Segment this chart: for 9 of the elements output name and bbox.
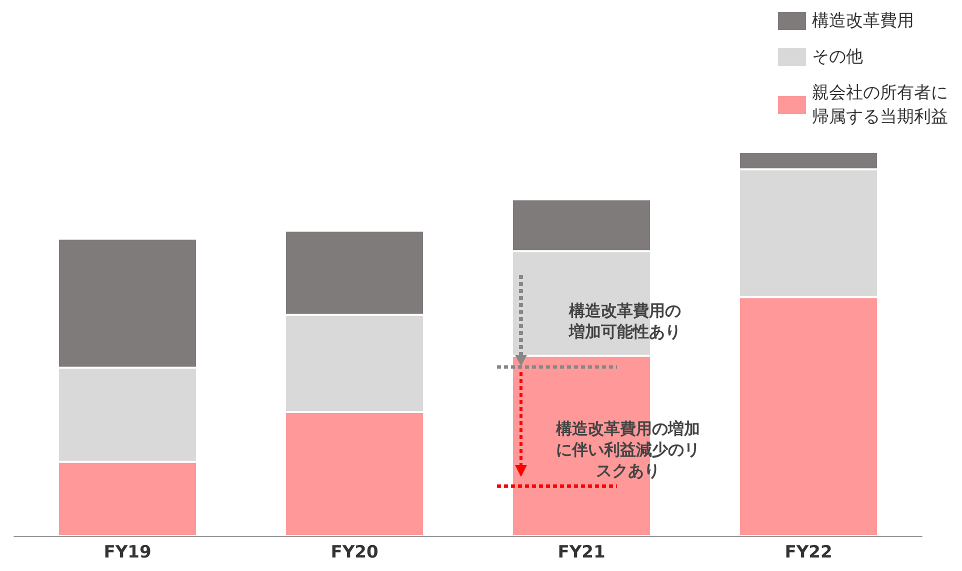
x-tick-label: FY21 (558, 542, 606, 562)
legend-label: 親会社の所有者に帰属する当期利益 (812, 83, 948, 127)
legend-label: その他 (812, 47, 863, 67)
x-tick-label: FY22 (784, 542, 832, 562)
legend-label: 構造改革費用 (812, 11, 914, 31)
x-tick-label: FY20 (330, 542, 378, 562)
annotation: 構造改革費用の増加可能性あり (568, 301, 681, 341)
annotation: 構造改革費用の増加に伴い利益減少のリスクあり (555, 419, 700, 480)
x-tick-label: FY19 (104, 542, 152, 562)
